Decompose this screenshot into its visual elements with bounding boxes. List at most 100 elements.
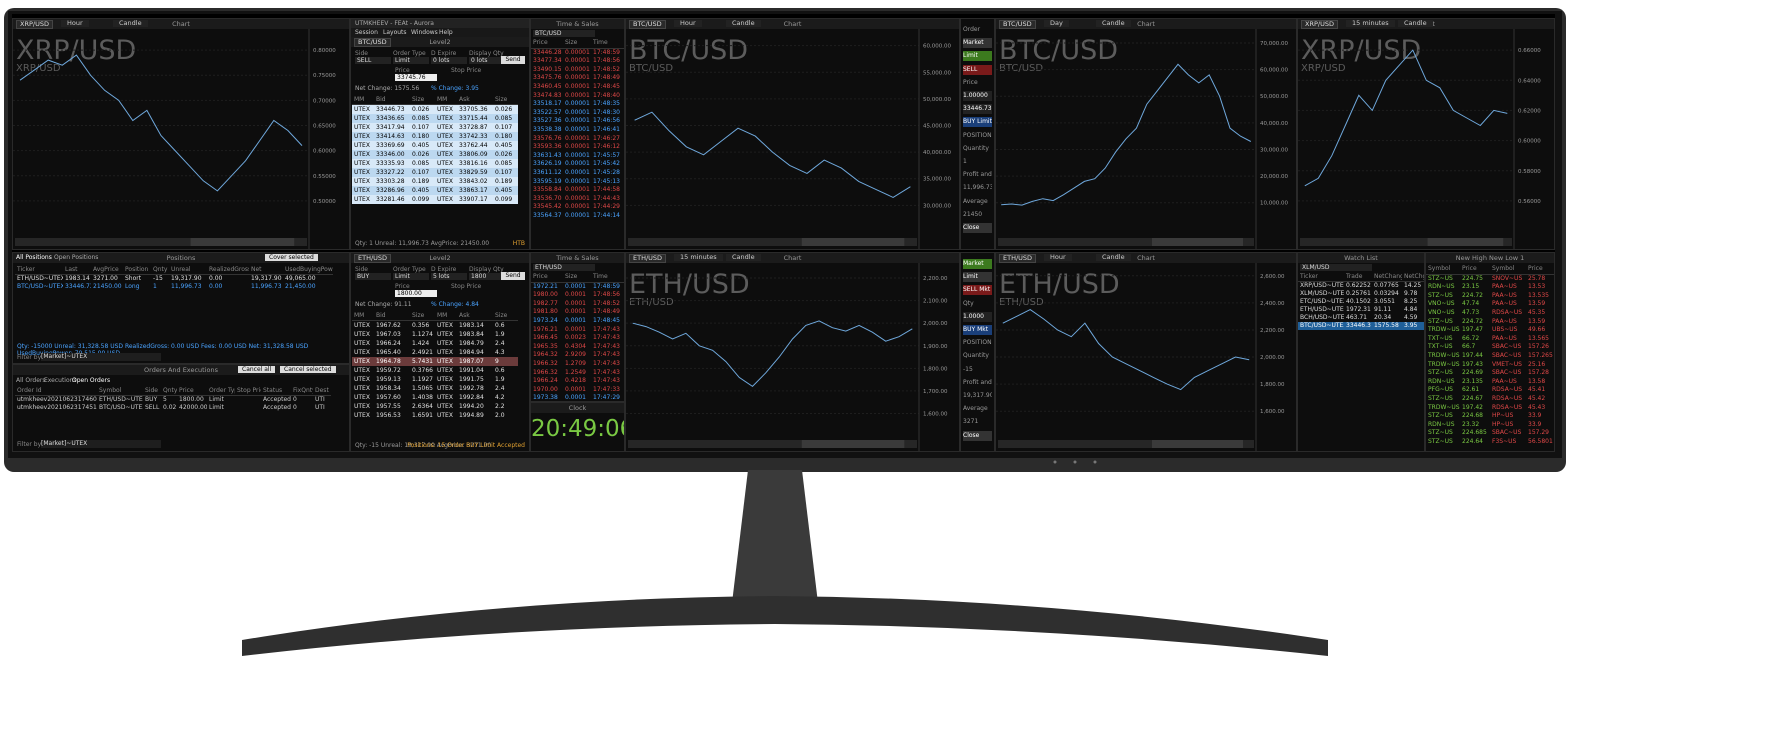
chart-style[interactable]: Candle	[113, 20, 148, 27]
cell: 0.085	[412, 115, 430, 122]
form-value[interactable]: 5 lots	[431, 273, 467, 280]
cell: 17:48:45	[593, 83, 620, 90]
button[interactable]: Cancel selected	[280, 366, 336, 373]
table-row: TRDW~US 197.43 VMET~US 25.16	[1426, 361, 1554, 370]
navigator	[628, 238, 917, 246]
tab[interactable]: Executions	[44, 377, 77, 384]
order-entry-item[interactable]: 33446.73	[963, 104, 992, 115]
cell: 17:47:43	[593, 351, 620, 359]
order-entry-item[interactable]: Limit	[963, 272, 992, 283]
table-row: Ticker Trade NetChangeNetChg%	[1298, 273, 1424, 282]
cell: TRDW~US	[1428, 326, 1460, 334]
cell: XRP/USD~UTEX	[1300, 282, 1344, 289]
cell: 13.53	[1528, 283, 1546, 291]
interval[interactable]: Hour	[674, 20, 702, 27]
order-entry-item[interactable]: BUY Mkt	[963, 325, 992, 335]
form-value[interactable]: 0 lots	[431, 57, 467, 64]
cell: UTEX	[437, 340, 453, 347]
tab[interactable]: Open Orders	[72, 377, 111, 384]
send-button[interactable]: Send	[501, 56, 525, 64]
cell: Size	[412, 96, 425, 103]
symbol-box[interactable]: ETH/USD	[999, 254, 1037, 263]
interval[interactable]: Day	[1044, 20, 1069, 27]
order-entry-item[interactable]: 1.0000	[963, 311, 992, 322]
y-tick-label: 0.56000	[1518, 199, 1541, 205]
cell: 224.685	[1462, 429, 1487, 437]
symbol-box[interactable]: ETH/USD	[533, 264, 595, 271]
button[interactable]: Cancel all	[238, 366, 276, 373]
navigator-window	[1427, 238, 1504, 246]
symbol-box[interactable]: ETH/USD	[354, 254, 392, 263]
cell: ETH/USD~UTEX	[1300, 306, 1344, 313]
table-row: STZ~US 224.72 PAA~US 13.59	[1426, 318, 1554, 327]
form-value[interactable]: 0 lots	[469, 57, 505, 64]
symbol-box[interactable]: BTC/USD	[999, 20, 1036, 29]
cell: 0.6	[495, 322, 505, 329]
cell: 91.11	[1374, 306, 1392, 313]
symbol-box[interactable]: XRP/USD	[16, 20, 53, 29]
order-entry-item[interactable]: Close pos.	[963, 430, 992, 441]
y-tick-label: 0.60000	[1518, 139, 1541, 145]
chart-style[interactable]: Candle	[1398, 20, 1433, 27]
menu-item[interactable]: Session	[355, 29, 378, 36]
symbol-box[interactable]: XRP/USD	[1301, 20, 1338, 29]
order-entry-item[interactable]: Market	[963, 259, 992, 269]
table-row: 1966.45 0.0023 17:47:43	[531, 334, 624, 343]
cell: 17:47:43	[593, 325, 620, 333]
tab[interactable]: All Orders	[16, 377, 46, 384]
chart-style[interactable]: Candle	[1096, 20, 1131, 27]
tab[interactable]: Open Positions	[54, 254, 99, 261]
symbol-box[interactable]: XLM/USD	[1300, 264, 1372, 271]
cell: VNO~US	[1428, 309, 1455, 316]
order-entry-item[interactable]: SELL Mkt	[963, 285, 992, 296]
form-value[interactable]: BUY	[355, 273, 391, 280]
menu-item[interactable]: Help	[439, 29, 453, 36]
form-value[interactable]: SELL	[355, 57, 391, 64]
menu-item[interactable]: Windows	[411, 29, 438, 36]
form-value[interactable]: Limit	[393, 57, 429, 64]
cell: UTEX	[354, 115, 370, 122]
cell: 33762.44	[459, 142, 488, 149]
interval[interactable]: 15 minutes	[674, 254, 723, 261]
symbol-box[interactable]: BTC/USD	[629, 20, 666, 29]
symbol-box[interactable]: ETH/USD	[629, 254, 667, 263]
form-value[interactable]: 1800	[469, 273, 505, 280]
form-value[interactable]: Limit	[393, 273, 429, 280]
cell: Order Type	[209, 387, 235, 394]
watch-list-panel: Watch List XLM/USD Ticker Trade NetChangeNet…	[1297, 252, 1425, 452]
send-button[interactable]: Send	[501, 272, 525, 280]
order-entry-item[interactable]: 1.00000	[963, 91, 992, 101]
table-row: Ticker Last AvgPrice Position Qnty Unreal Real…	[15, 266, 333, 275]
cell: 1991.75	[459, 376, 484, 383]
chart-style[interactable]: Candle	[726, 254, 761, 261]
price-value[interactable]: 1800.00	[395, 290, 437, 297]
symbol-box[interactable]: BTC/USD	[354, 38, 391, 47]
order-entry-item[interactable]: Close pos.	[963, 223, 992, 233]
footer: Qty: 1 Unreal: 11,996.73 AvgPrice: 21450…	[355, 240, 490, 247]
order-entry-item[interactable]: BUY Limit	[963, 117, 992, 128]
order-entry-item[interactable]: Limit	[963, 51, 992, 62]
symbol-box[interactable]: BTC/USD	[533, 30, 595, 37]
filter[interactable]: [Market]~UTEX	[41, 353, 161, 361]
interval[interactable]: Hour	[1044, 254, 1072, 261]
filter[interactable]: [Market]~UTEX	[41, 440, 161, 448]
interval[interactable]: Hour	[61, 20, 89, 27]
order-entry-item[interactable]: Market	[963, 38, 992, 49]
chart-style[interactable]: Candle	[1096, 254, 1131, 261]
cell: UTEX	[437, 331, 453, 338]
interval[interactable]: 15 minutes	[1346, 20, 1395, 27]
menu-item[interactable]: Layouts	[383, 29, 407, 36]
tab[interactable]: All Positions	[16, 254, 52, 261]
cell: 33863.17	[459, 187, 488, 194]
button[interactable]: Cover selected	[265, 254, 318, 261]
table-row: Symbol Price Symbol Price	[1426, 265, 1554, 275]
y-tick-label: 2,200.00	[1260, 328, 1285, 334]
price-label: Price	[395, 283, 410, 290]
order-entry-item[interactable]: SELL Limit	[963, 64, 992, 75]
cell: 19,317.90	[251, 275, 282, 282]
price-value[interactable]: 33745.76	[395, 74, 437, 81]
chart-style[interactable]: Candle	[726, 20, 761, 27]
cell: 0.026	[495, 106, 513, 113]
table-row: 33593.36 0.00001 17:46:12	[531, 143, 624, 152]
